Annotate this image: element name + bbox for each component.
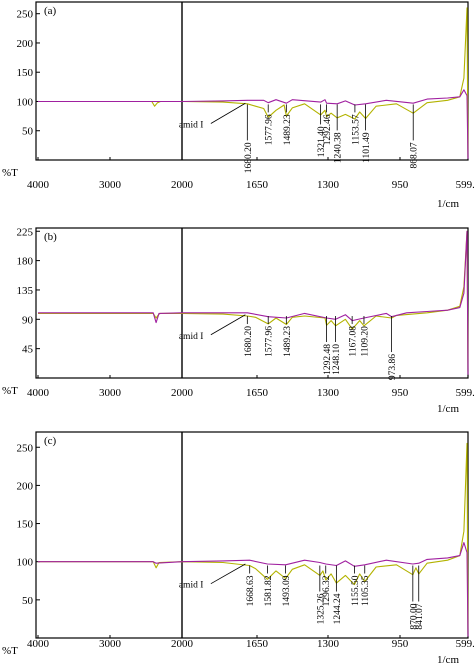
panel-c-xtick-label: 950 (392, 638, 409, 650)
panel-b-peak-label: 1167.08 (349, 326, 359, 357)
panel-c-ytick-label: 150 (17, 519, 34, 531)
panel-a-peak-label: 1321.40 (317, 126, 327, 157)
panel-c-ytick-label: 50 (22, 595, 34, 607)
panel-b-amid-pointer (210, 314, 246, 336)
panel-c-peak-label: 841.07 (415, 603, 425, 629)
panel-c-peak-label: 1244.24 (333, 593, 343, 624)
panel-a-peak-label: 1101.49 (362, 132, 372, 163)
panel-b-xtick-label: 2000 (171, 387, 194, 399)
panel-a-xlabel: 1/cm (437, 198, 459, 210)
panel-c-amid-pointer (210, 563, 246, 585)
panel-c-peak-label: 1493.09 (282, 575, 292, 606)
panel-b-peak-label: 1489.23 (283, 326, 293, 357)
panel-c-xtick-label: 1650 (246, 638, 269, 650)
panel-c-xtick-label: 2000 (171, 638, 194, 650)
panel-a-ytick-label: 200 (17, 38, 34, 50)
panel-c-peak-label: 1668.63 (246, 575, 256, 606)
panel-b-xtick-label: 950 (392, 387, 409, 399)
panel-b-ytick-label: 180 (17, 256, 34, 268)
panel-b-peak-label: 1109.20 (360, 326, 370, 357)
panel-c-ytick-label: 250 (17, 442, 34, 454)
panel-c-xtick-label: 4000 (27, 638, 50, 650)
panel-b-peak-label: 973.86 (388, 354, 398, 380)
panel-a-peak-label: 1489.23 (283, 114, 293, 145)
panel-c-peak-label: 1581.82 (264, 575, 274, 606)
panel-a-xtick-label: 1300 (317, 179, 340, 191)
panel-c-peak-label: 1325.26 (316, 593, 326, 624)
panel-c-xtick-label: 3000 (99, 638, 122, 650)
panel-c-xlabel: 1/cm (437, 654, 459, 665)
panel-b-ytick-label: 225 (17, 226, 34, 238)
panel-a-series-1-line (38, 7, 469, 158)
panel-c-xtick-label: 1300 (317, 638, 340, 650)
panel-a-ylabel: %T (2, 167, 18, 179)
panel-a-series-2-line (38, 89, 469, 159)
panel-a-xtick-label: 950 (392, 179, 409, 191)
panel-b-peak-label: 1292.48 (323, 344, 333, 375)
panel-a-peak-label: 1577.96 (265, 114, 275, 145)
panel-a-ytick-label: 100 (17, 96, 34, 108)
panel-a-ytick-label: 250 (17, 9, 34, 21)
panel-b-ytick-label: 135 (17, 285, 34, 297)
panel-b-ylabel: %T (2, 385, 18, 397)
panel-b-peak-label: 1680.20 (244, 326, 254, 357)
panel-c-peak-label: 1296.32 (322, 575, 332, 606)
panel-b-peak-label: 1248.10 (332, 344, 342, 375)
panel-b-xtick-label: 1300 (317, 387, 340, 399)
panel-a-xtick-label: 599.9 (456, 179, 474, 191)
panel-c-series-1-line (38, 442, 469, 635)
panel-a-peak-label: 1680.20 (244, 142, 254, 173)
panel-b-peak-label: 1577.96 (265, 326, 275, 357)
panel-c-ytick-label: 100 (17, 557, 34, 569)
panel-c-label: (c) (44, 435, 57, 447)
panel-b-ytick-label: 90 (22, 314, 34, 326)
panel-b-xlabel: 1/cm (437, 403, 459, 415)
panel-c-ylabel: %T (2, 645, 18, 657)
panel-a-peak-label: 1292.46 (323, 114, 333, 145)
panel-b-ytick-label: 45 (22, 344, 34, 356)
panel-c-peak-label: 870.00 (409, 603, 419, 629)
panel-b-xtick-label: 1650 (246, 387, 269, 399)
panel-a-peak-label: 1240.38 (334, 132, 344, 163)
panel-c-amid-annotation: amid I (179, 581, 204, 591)
panel-a-label: (a) (44, 5, 57, 17)
panel-a-ytick-label: 50 (22, 126, 34, 138)
panel-a-xtick-label: 4000 (27, 179, 50, 191)
panel-c-peak-label: 1155.50 (351, 575, 361, 606)
panel-c-series-2-line (38, 542, 469, 637)
panel-a-frame (35, 1, 469, 161)
panel-b-xtick-label: 3000 (99, 387, 122, 399)
panel-b-label: (b) (44, 231, 57, 243)
panel-b-xtick-label: 599.9 (456, 387, 474, 399)
panel-c-xtick-label: 599.9 (456, 638, 474, 650)
panel-c-ytick-label: 200 (17, 480, 34, 492)
panel-a-amid-pointer (210, 102, 246, 124)
panel-a-ytick-label: 150 (17, 67, 34, 79)
panel-a-peak-label: 1153.57 (351, 114, 361, 145)
panel-a-xtick-label: 1650 (246, 179, 269, 191)
panel-a-peak-label: 868.07 (410, 142, 420, 168)
panel-b-amid-annotation: amid I (179, 332, 204, 342)
panel-a-xtick-label: 2000 (171, 179, 194, 191)
panel-b-xtick-label: 4000 (27, 387, 50, 399)
panel-a-amid-annotation: amid I (179, 120, 204, 130)
panel-c-peak-label: 1105.35 (361, 575, 371, 606)
panel-a-xtick-label: 3000 (99, 179, 122, 191)
